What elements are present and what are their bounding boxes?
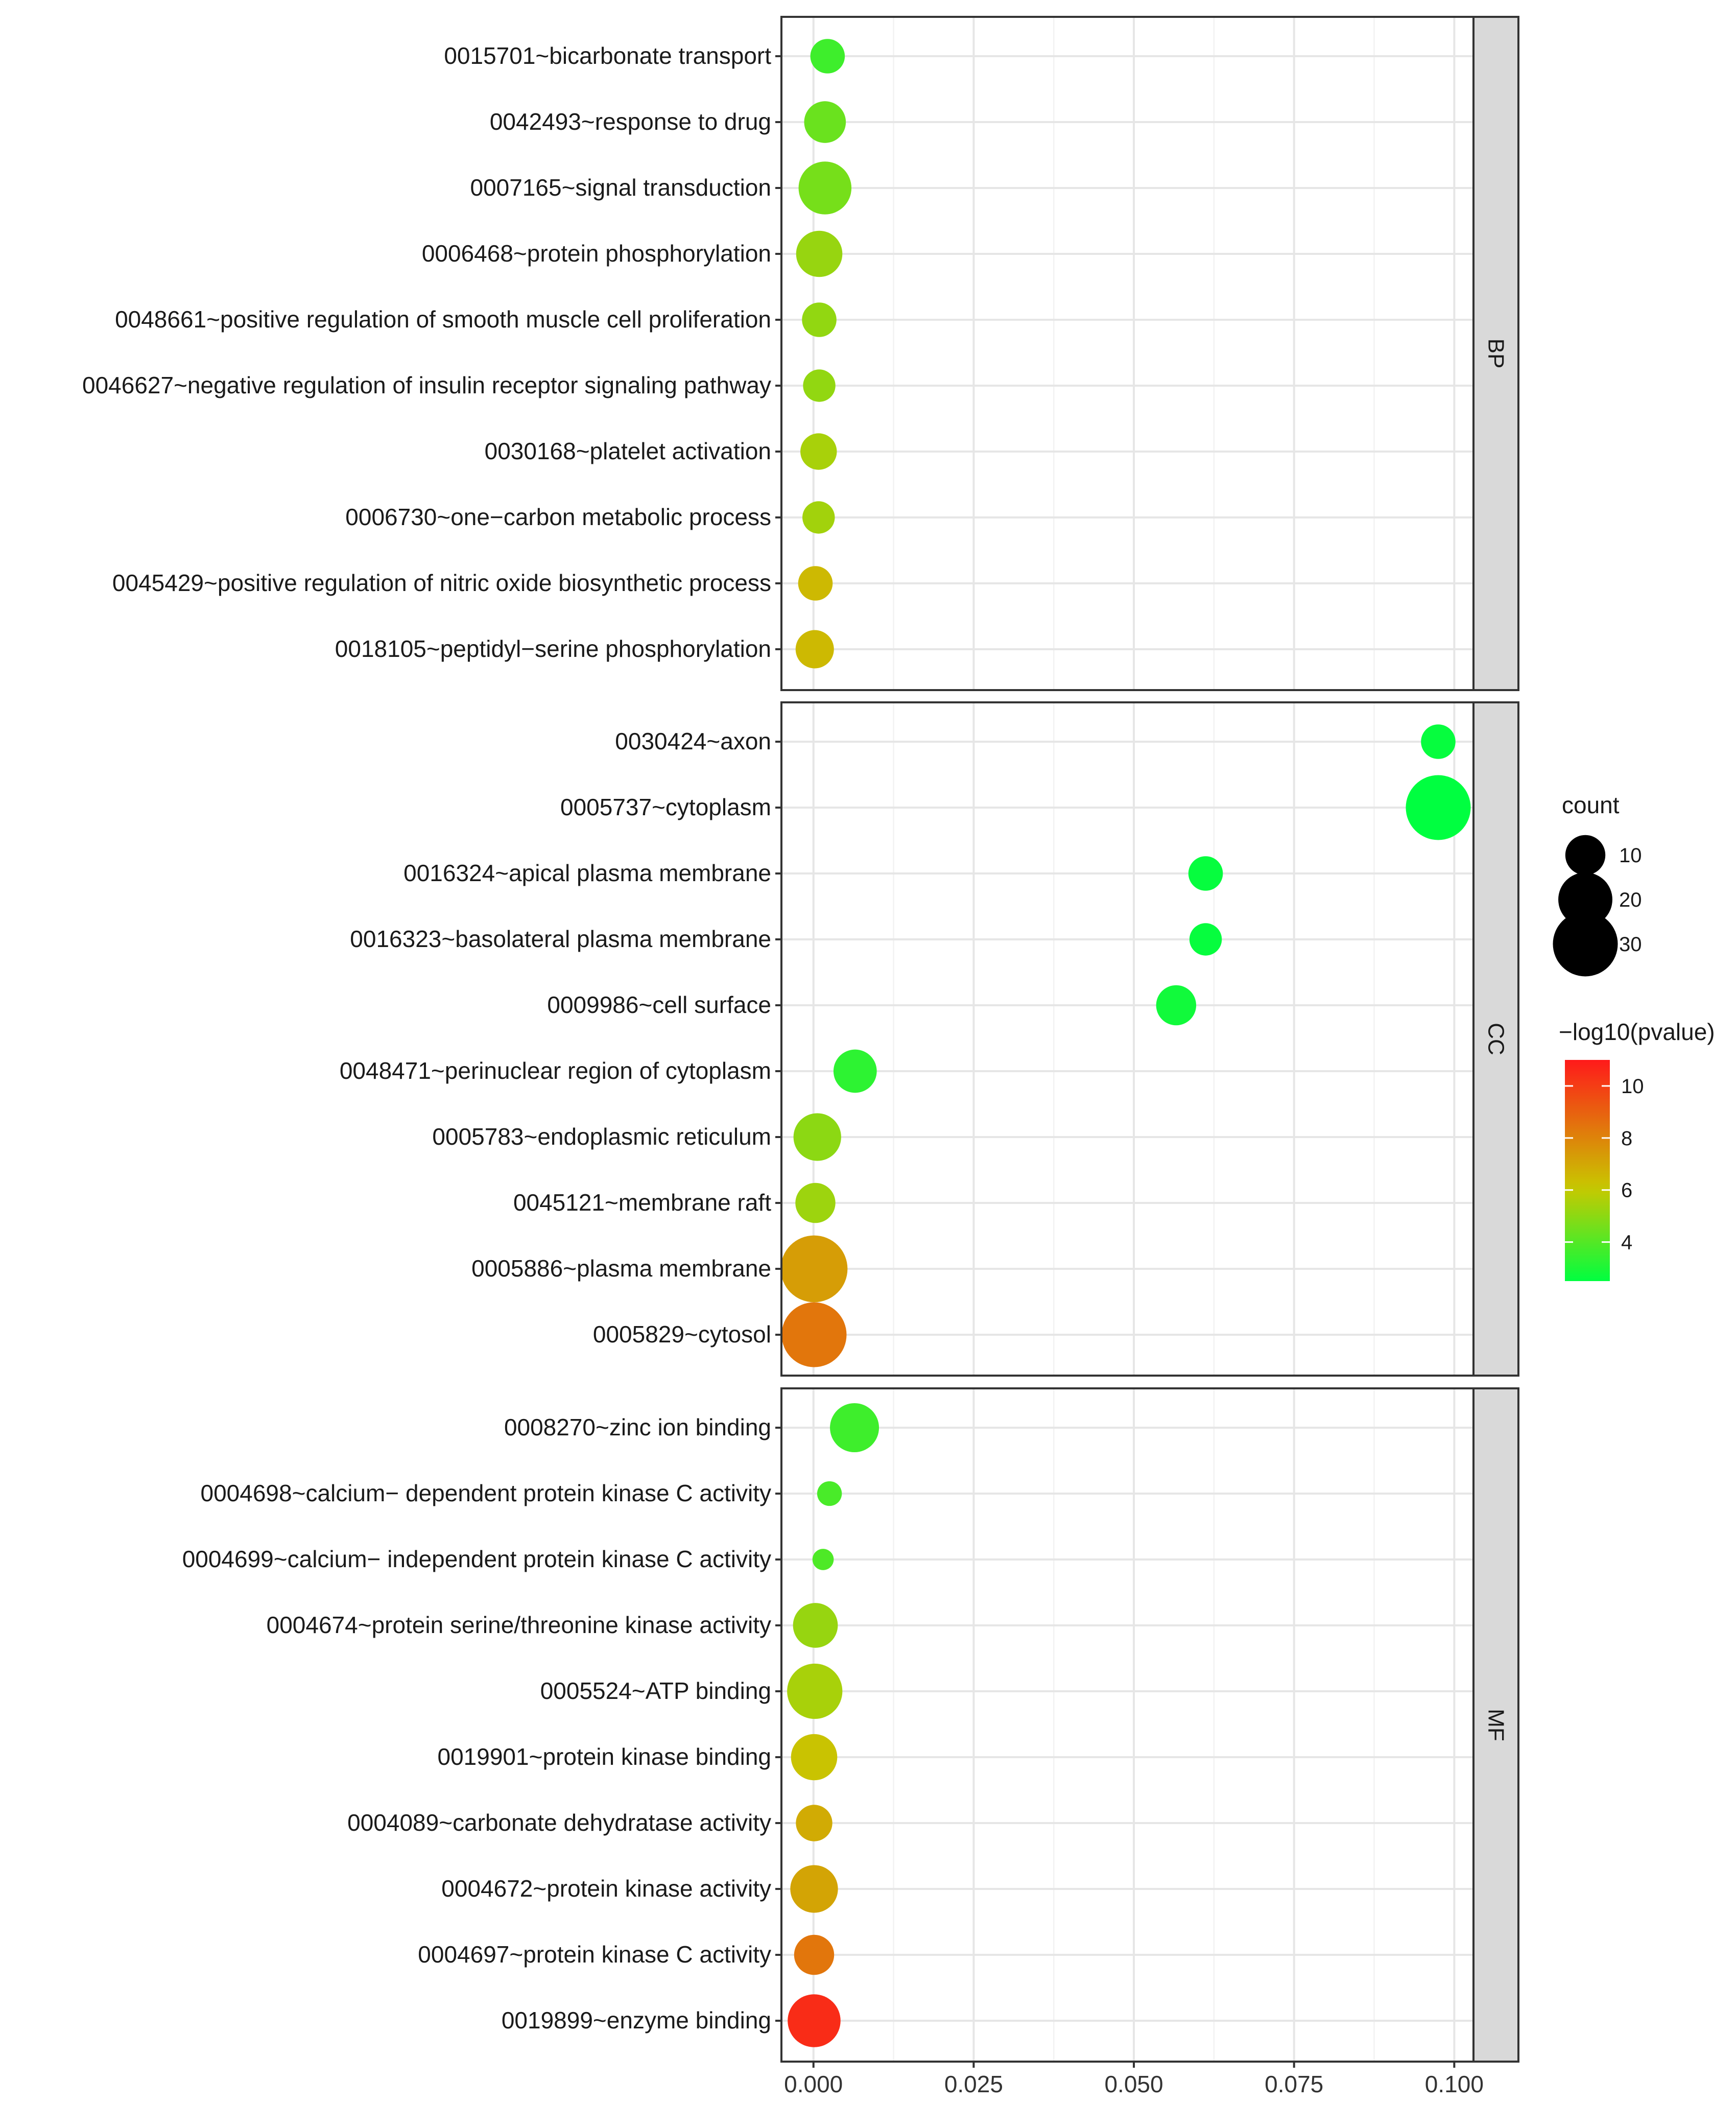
data-point — [793, 1603, 838, 1648]
data-point — [1156, 985, 1197, 1026]
y-tick-label: 0019901~protein kinase binding — [438, 1743, 771, 1770]
data-point — [794, 1934, 835, 1975]
size-legend-title: count — [1562, 792, 1620, 818]
y-tick-label: 0004672~protein kinase activity — [441, 1875, 771, 1902]
panel-background — [781, 17, 1473, 690]
facet-panel-cc: 0030424~axon 0005737~cytoplasm 0016324~api… — [340, 701, 1519, 1377]
data-point — [798, 161, 852, 215]
y-tick-label: 0005783~endoplasmic reticulum — [432, 1123, 771, 1150]
size-legend-label: 30 — [1619, 933, 1642, 956]
color-legend-label: 8 — [1621, 1127, 1632, 1150]
data-point — [788, 1994, 841, 2047]
data-point — [796, 1805, 833, 1841]
panel-background — [781, 1388, 1473, 2062]
y-tick-label: 0045429~positive regulation of nitric ox… — [112, 570, 771, 596]
data-point — [781, 1302, 847, 1367]
facet-strip — [1472, 701, 1519, 1377]
color-legend-title: −log10(pvalue) — [1559, 1019, 1715, 1045]
y-tick-label: 0004697~protein kinase C activity — [418, 1941, 771, 1968]
color-legend-label: 6 — [1621, 1179, 1632, 1202]
facet-strip-label: CC — [1484, 1023, 1509, 1055]
y-tick-label: 0009986~cell surface — [547, 991, 771, 1018]
data-point — [787, 1663, 843, 1719]
data-point — [830, 1403, 879, 1452]
y-tick-label: 0048661~positive regulation of smooth mu… — [115, 306, 771, 333]
data-point — [795, 1183, 836, 1223]
facet-panel-bp: 0015701~bicarbonate transport 0042493~res… — [82, 16, 1519, 691]
data-point — [1421, 724, 1456, 759]
x-tick-label: 0.025 — [944, 2071, 1003, 2097]
y-tick-label: 0019899~enzyme binding — [502, 2007, 771, 2034]
y-tick-label: 0006468~protein phosphorylation — [422, 240, 771, 267]
data-point — [780, 1235, 848, 1303]
data-point — [790, 1865, 838, 1913]
y-tick-label: 0030424~axon — [615, 728, 771, 754]
facet-strip-label: MF — [1484, 1709, 1509, 1741]
y-tick-label: 0048471~perinuclear region of cytoplasm — [340, 1057, 771, 1084]
y-tick-label: 0004674~protein serine/threonine kinase … — [267, 1612, 771, 1638]
size-legend-label: 20 — [1619, 889, 1642, 911]
y-tick-label: 0045121~membrane raft — [513, 1189, 771, 1216]
data-point — [812, 1549, 834, 1570]
y-tick-label: 0016323~basolateral plasma membrane — [350, 926, 771, 952]
data-point — [793, 1113, 841, 1161]
y-tick-label: 0018105~peptidyl−serine phosphorylation — [335, 635, 771, 662]
data-point — [1406, 775, 1471, 840]
facet-strip-label: BP — [1484, 339, 1509, 369]
y-tick-label: 0004699~calcium− independent protein kin… — [182, 1546, 771, 1572]
data-point — [817, 1481, 842, 1506]
data-point — [803, 369, 836, 402]
x-tick-label: 0.050 — [1104, 2071, 1163, 2097]
size-legend-key — [1565, 835, 1606, 876]
facet-strip — [1472, 16, 1519, 691]
data-point — [804, 101, 846, 143]
y-tick-label: 0008270~zinc ion binding — [504, 1414, 771, 1440]
data-point — [802, 501, 835, 534]
size-legend-key — [1558, 872, 1612, 927]
size-legend-label: 10 — [1619, 844, 1642, 867]
y-tick-label: 0046627~negative regulation of insulin r… — [82, 372, 771, 398]
x-tick-label: 0.000 — [784, 2071, 843, 2097]
data-point — [1188, 856, 1223, 891]
x-axis: 0.000 0.025 0.050 0.075 0.100 — [784, 2062, 1484, 2097]
data-point — [800, 433, 837, 470]
y-tick-label: 0030168~platelet activation — [485, 438, 771, 464]
y-tick-label: 0004089~carbonate dehydratase activity — [347, 1809, 771, 1836]
y-tick-label: 0006730~one−carbon metabolic process — [345, 504, 771, 530]
data-point — [791, 1734, 838, 1781]
size-legend-key — [1553, 911, 1618, 977]
facet-panel-mf: 0008270~zinc ion binding 0004698~calcium−… — [182, 1387, 1519, 2063]
data-point — [795, 630, 834, 669]
y-tick-label: 0005737~cytoplasm — [560, 794, 771, 820]
x-tick-label: 0.075 — [1265, 2071, 1323, 2097]
data-point — [810, 39, 845, 74]
x-tick-label: 0.100 — [1425, 2071, 1484, 2097]
data-point — [802, 302, 837, 337]
y-tick-label: 0042493~response to drug — [490, 108, 771, 135]
y-tick-label: 0007165~signal transduction — [470, 174, 771, 201]
data-point — [1189, 923, 1222, 956]
data-point — [796, 230, 843, 277]
y-tick-label: 0015701~bicarbonate transport — [444, 42, 771, 69]
facet-panels: 0015701~bicarbonate transport 0042493~res… — [82, 16, 1519, 2063]
y-tick-label: 0004698~calcium− dependent protein kinas… — [201, 1480, 772, 1506]
y-tick-label: 0005886~plasma membrane — [471, 1255, 771, 1282]
color-legend-label: 4 — [1621, 1232, 1632, 1254]
y-tick-label: 0016324~apical plasma membrane — [403, 860, 771, 886]
data-point — [833, 1049, 877, 1093]
y-tick-label: 0005524~ATP binding — [540, 1677, 771, 1704]
data-point — [798, 566, 833, 601]
color-legend-label: 10 — [1621, 1075, 1644, 1098]
facet-strip — [1472, 1387, 1519, 2063]
legends: count −log10(pvalue) 10 20 30 10 8 6 4 — [1553, 792, 1715, 1281]
panel-background — [781, 702, 1473, 1376]
y-tick-label: 0005829~cytosol — [593, 1321, 771, 1347]
color-legend-bar — [1565, 1060, 1610, 1281]
